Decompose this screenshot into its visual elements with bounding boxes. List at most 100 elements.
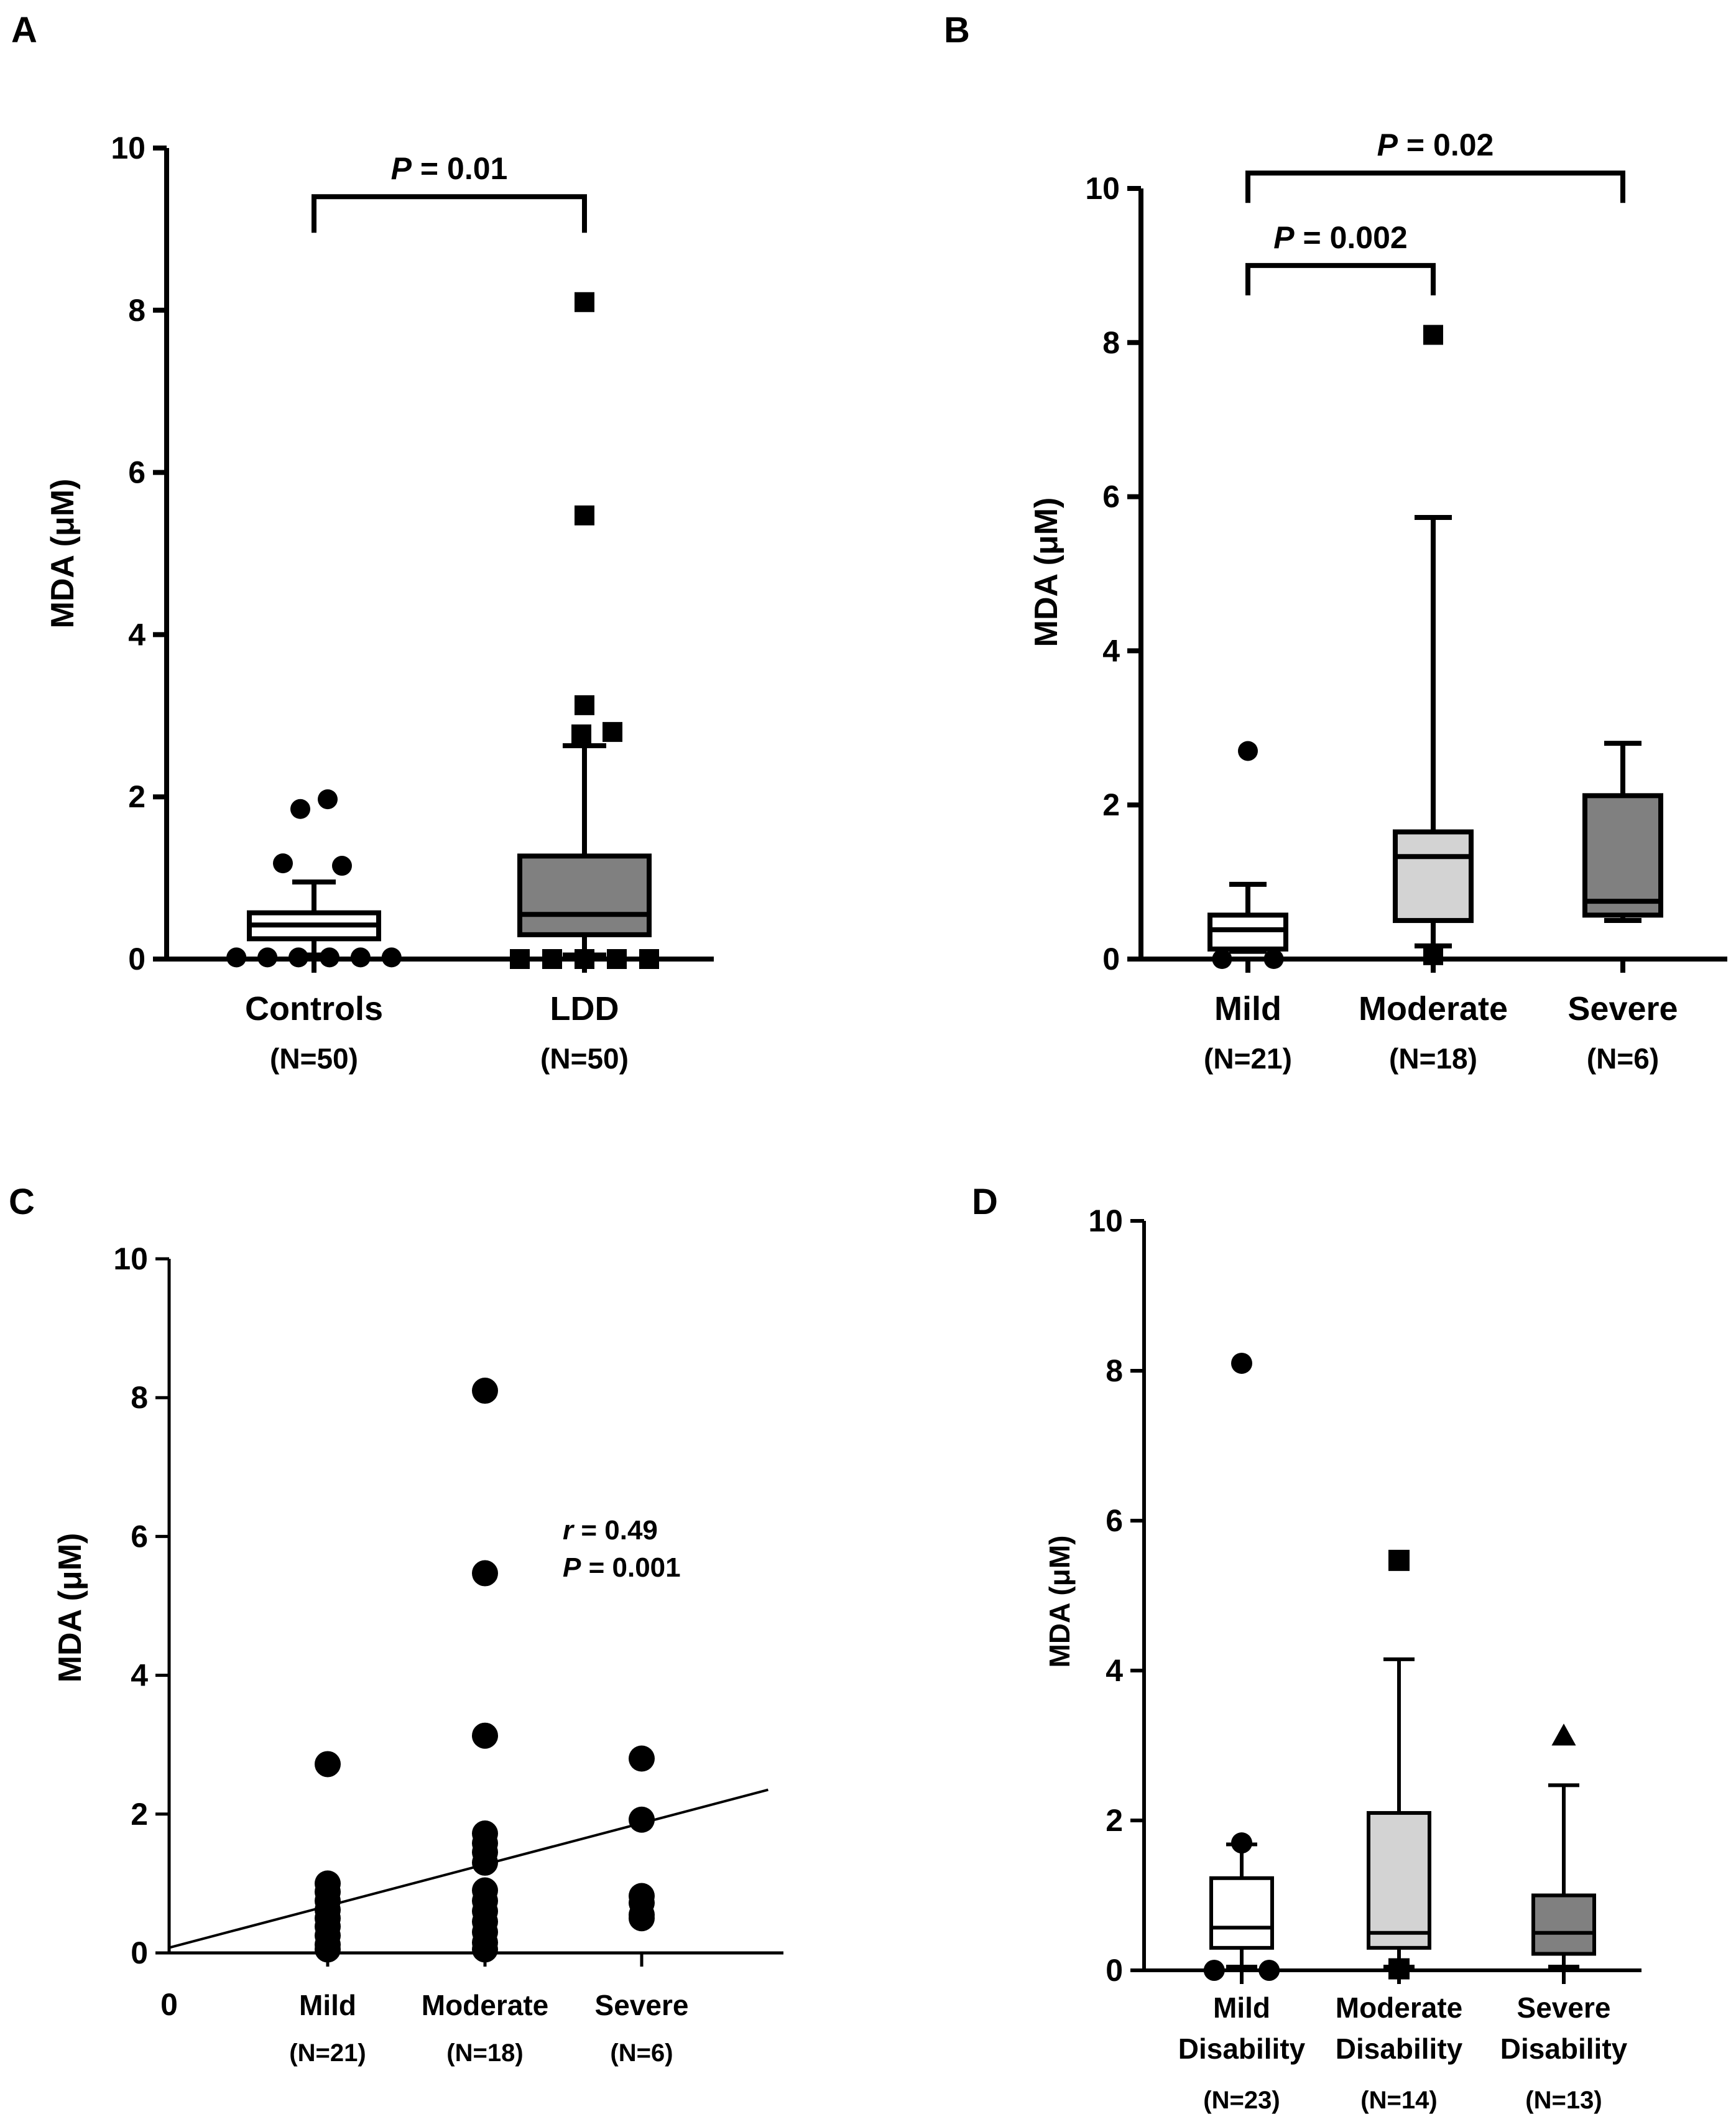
outlier-point (639, 949, 659, 969)
y-tick-label: 0 (1102, 942, 1120, 976)
outlier-point (1551, 1723, 1576, 1746)
y-tick-label: 10 (1088, 1203, 1123, 1238)
y-tick-label: 2 (131, 1797, 148, 1832)
y-tick-label: 6 (1106, 1503, 1123, 1538)
y-axis-title: MDA (μM) (1028, 498, 1064, 647)
significance-label-italic: P (1273, 220, 1295, 255)
p-symbol: P (563, 1552, 581, 1583)
outlier-point (1388, 1958, 1410, 1980)
outlier-point (350, 947, 371, 968)
category-n-label: (N=21) (1204, 1042, 1292, 1075)
y-tick-label: 6 (131, 1519, 148, 1554)
y-tick-label: 10 (1085, 171, 1120, 206)
y-tick-label: 0 (128, 942, 145, 976)
outlier-point (575, 695, 594, 715)
outlier-point (1423, 945, 1443, 965)
outlier-point (603, 721, 622, 742)
significance-label-italic: P (391, 151, 412, 186)
significance-label: P = 0.002 (1273, 220, 1407, 255)
category-n-label: (N=14) (1360, 2087, 1437, 2114)
box (1367, 1810, 1431, 1950)
y-tick-label: 0 (131, 1936, 148, 1970)
y-tick-label: 2 (1102, 787, 1120, 822)
r-symbol: r (563, 1515, 575, 1546)
data-point (629, 1905, 655, 1932)
panel-letter: D (972, 1182, 998, 1222)
category-label: Moderate (1359, 990, 1508, 1027)
category-n-label: (N=18) (446, 2039, 523, 2067)
outlier-point (332, 856, 352, 876)
y-tick-label: 10 (111, 131, 145, 165)
box (1531, 1893, 1596, 1956)
p-value-label: P = 0.001 (563, 1552, 681, 1583)
y-tick-label: 4 (1106, 1653, 1123, 1688)
outlier-point (1212, 949, 1232, 969)
category-n-label: (N=23) (1203, 2087, 1280, 2114)
panel-letter: B (944, 10, 970, 50)
category-n-label: (N=50) (540, 1042, 629, 1075)
y-tick-label: 0 (1106, 1953, 1123, 1988)
correlation-annotation: r = 0.49 P = 0.001 (563, 1515, 681, 1583)
outlier-point (226, 947, 247, 968)
y-axis-title: MDA (μM) (45, 479, 81, 629)
panel-a: A 0 2 4 6 8 10 MDA (μM) Controls (N=50) LDD (N=50) P… (11, 10, 714, 1075)
significance-bracket (1245, 170, 1625, 203)
outlier-point (1263, 949, 1284, 969)
outlier-point (257, 947, 278, 968)
outlier-point (319, 947, 339, 968)
data-point (315, 1936, 341, 1963)
category-label: Moderate (422, 1989, 548, 2021)
category-mild: Mild (N=21) (289, 1751, 366, 2067)
panel-letter: A (11, 10, 37, 50)
outlier-point (1231, 1832, 1252, 1854)
y-tick-label: 6 (1102, 480, 1120, 514)
significance-label-italic: P (1377, 127, 1398, 162)
r-number: = 0.49 (573, 1515, 658, 1546)
outlier-point (542, 949, 562, 969)
category-moderate: Moderate Disability (N=14) (1336, 1549, 1463, 2114)
category-moderate: Moderate (N=18) (422, 1378, 548, 2067)
y-tick-label: 4 (128, 617, 145, 652)
category-label: Severe (1567, 990, 1678, 1027)
outlier-point (1238, 741, 1258, 761)
y-tick-label: 8 (1106, 1353, 1123, 1388)
outlier-point (510, 949, 530, 969)
significance-label: P = 0.01 (391, 151, 508, 186)
category-label: Severe (595, 1989, 689, 2021)
category-controls: Controls (N=50) (226, 789, 402, 1075)
significance-label-value: = 0.002 (1295, 220, 1408, 255)
category-moderate: Moderate (N=18) (1359, 325, 1508, 1075)
category-n-label: (N=21) (289, 2039, 366, 2067)
category-n-label: (N=6) (610, 2039, 673, 2067)
outlier-point (1231, 1352, 1252, 1374)
category-label: Severe (1517, 1991, 1611, 2024)
box (1582, 793, 1663, 918)
category-severe: Severe Disability (N=13) (1500, 1723, 1628, 2114)
significance-label: P = 0.02 (1377, 127, 1494, 162)
data-point (472, 1936, 498, 1963)
data-point (315, 1751, 341, 1778)
category-n-label: (N=13) (1525, 2087, 1602, 2114)
panel-d: D 0 2 4 6 8 10 MDA (μM) Mild Disability (N=23) Mode… (972, 1182, 1641, 2114)
category-label: LDD (550, 990, 619, 1027)
box (1393, 829, 1474, 924)
category-severe: Severe (N=6) (595, 1745, 689, 2067)
category-mild: Mild Disability (N=23) (1178, 1352, 1306, 2114)
outlier-point (607, 949, 627, 969)
category-label: Mild (1213, 1991, 1270, 2024)
y-tick-label: 8 (131, 1380, 148, 1415)
outlier-point (381, 947, 402, 968)
x-origin-label: 0 (160, 1987, 178, 2022)
y-axis-title: MDA (μM) (52, 1533, 88, 1683)
box (517, 853, 652, 937)
category-label-line2: Disability (1178, 2033, 1306, 2065)
y-tick-label: 2 (128, 779, 145, 814)
category-n-label: (N=50) (270, 1042, 358, 1075)
y-tick-label: 6 (128, 455, 145, 490)
category-label: Mild (1214, 990, 1281, 1027)
p-number: = 0.001 (581, 1552, 680, 1583)
category-label: Controls (245, 990, 383, 1027)
outlier-point (273, 853, 293, 874)
category-ldd: LDD (N=50) (510, 292, 659, 1075)
category-mild: Mild (N=21) (1204, 741, 1292, 1075)
